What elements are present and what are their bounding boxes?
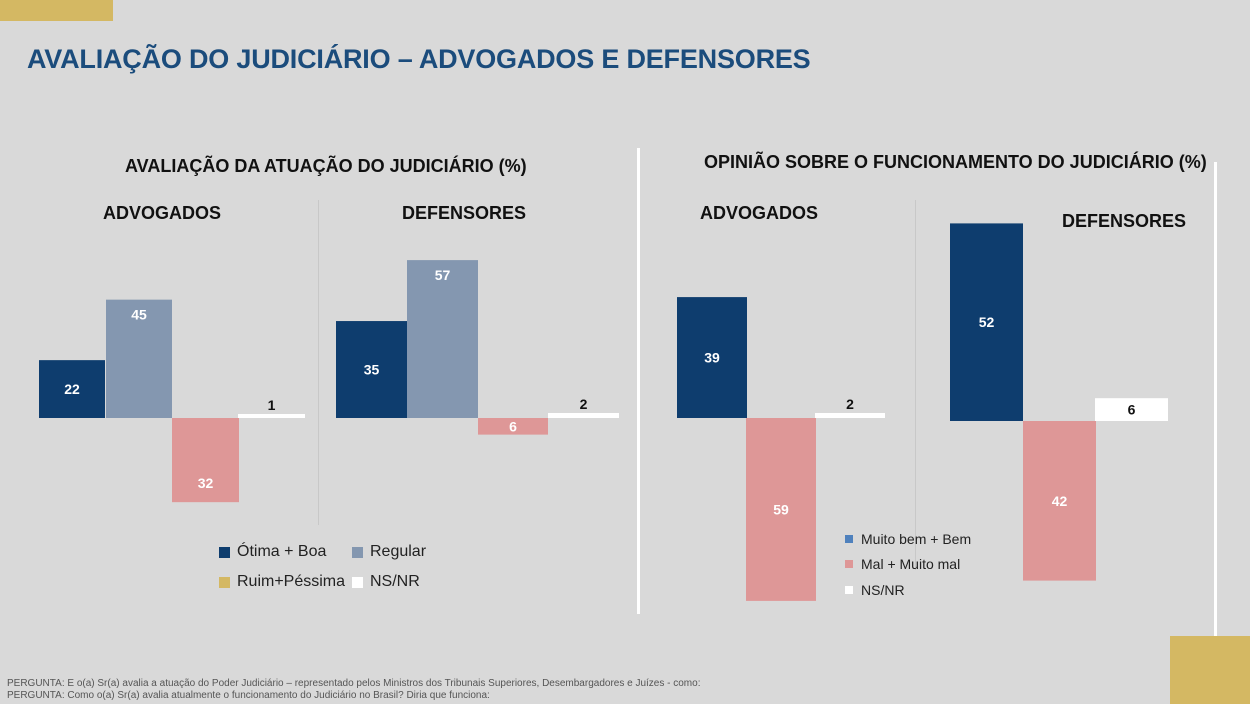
legend-item-muito-bem: Muito bem + Bem <box>845 531 971 547</box>
legend-label: Mal + Muito mal <box>861 556 961 572</box>
data-label-1-1-0: 52 <box>979 314 995 330</box>
bar-0-0-1 <box>106 299 172 418</box>
footnote-question-2: PERGUNTA: Como o(a) Sr(a) avalia atualme… <box>7 690 490 701</box>
gold-accent-top <box>0 0 113 21</box>
data-label-0-1-2: 6 <box>509 418 517 434</box>
legend-label: NS/NR <box>861 582 905 598</box>
data-label-0-1-1: 57 <box>435 267 451 283</box>
chart1-title: AVALIAÇÃO DA ATUAÇÃO DO JUDICIÁRIO (%) <box>125 156 527 176</box>
legend-swatch-white <box>352 576 363 588</box>
bar-1-0-1 <box>746 418 816 601</box>
chart2-panel-advogados-title: ADVOGADOS <box>700 203 819 223</box>
bar-1-1-0 <box>950 223 1023 421</box>
data-label-1-0-0: 39 <box>704 350 720 366</box>
data-label-0-0-3: 1 <box>268 397 276 413</box>
legend-item-mal: Mal + Muito mal <box>845 556 960 572</box>
legend-swatch-navy <box>219 546 230 558</box>
legend-item-nsnr-2: NS/NR <box>845 582 905 598</box>
legend-label: Ótima + Boa <box>237 543 327 560</box>
legend-item-otima-boa: Ótima + Boa <box>219 543 326 561</box>
data-label-0-0-2: 32 <box>198 475 214 491</box>
bar-0-1-1 <box>407 260 478 418</box>
chart2-panel-divider <box>915 200 916 570</box>
bar-1-0-0 <box>677 297 747 418</box>
bar-0-0-0 <box>39 360 105 418</box>
chart1-panel-defensores-title: DEFENSORES <box>402 203 527 223</box>
legend-swatch-white <box>845 586 853 594</box>
chart2-panel-defensores-title: DEFENSORES <box>1062 211 1187 231</box>
chart1-panel-divider <box>318 200 319 525</box>
bar-1-1-2 <box>1095 398 1168 421</box>
data-label-1-0-2: 2 <box>846 396 854 412</box>
chart1-panel-advogados-title: ADVOGADOS <box>103 203 222 223</box>
bar-0-1-0 <box>336 321 407 418</box>
legend-swatch-pink <box>845 560 853 568</box>
legend-label: NS/NR <box>370 573 420 590</box>
bar-0-1-3 <box>548 413 619 418</box>
legend-label: Muito bem + Bem <box>861 531 972 547</box>
page-title: AVALIAÇÃO DO JUDICIÁRIO – ADVOGADOS E DE… <box>27 44 811 74</box>
data-label-0-0-0: 22 <box>64 381 80 397</box>
legend-item-ruim-pessima: Ruim+Péssima <box>219 573 345 591</box>
data-label-1-0-1: 59 <box>773 501 789 517</box>
gold-accent-corner <box>1170 636 1250 704</box>
data-label-0-1-3: 2 <box>580 396 588 412</box>
bar-1-1-1 <box>1023 421 1096 581</box>
legend-item-regular: Regular <box>352 543 426 561</box>
legend-label: Regular <box>370 543 427 560</box>
legend-label: Ruim+Péssima <box>237 573 346 590</box>
bar-0-1-2 <box>478 418 548 435</box>
data-label-0-1-0: 35 <box>364 362 380 378</box>
legend-swatch-blue <box>845 535 853 543</box>
legend-swatch-steel <box>352 546 363 558</box>
bar-0-0-2 <box>172 418 239 503</box>
right-edge-divider <box>1214 162 1217 636</box>
legend-item-nsnr: NS/NR <box>352 573 420 591</box>
chart2-title: OPINIÃO SOBRE O FUNCIONAMENTO DO JUDICIÁ… <box>704 152 1207 172</box>
legend-swatch-gold <box>219 576 230 588</box>
section-divider <box>637 148 640 614</box>
data-label-1-1-2: 6 <box>1128 402 1136 418</box>
footnote-question-1: PERGUNTA: E o(a) Sr(a) avalia a atuação … <box>7 678 701 689</box>
data-label-1-1-1: 42 <box>1052 493 1068 509</box>
data-label-0-0-1: 45 <box>131 307 147 323</box>
bar-0-0-3 <box>238 414 305 418</box>
bar-1-0-2 <box>815 413 885 418</box>
